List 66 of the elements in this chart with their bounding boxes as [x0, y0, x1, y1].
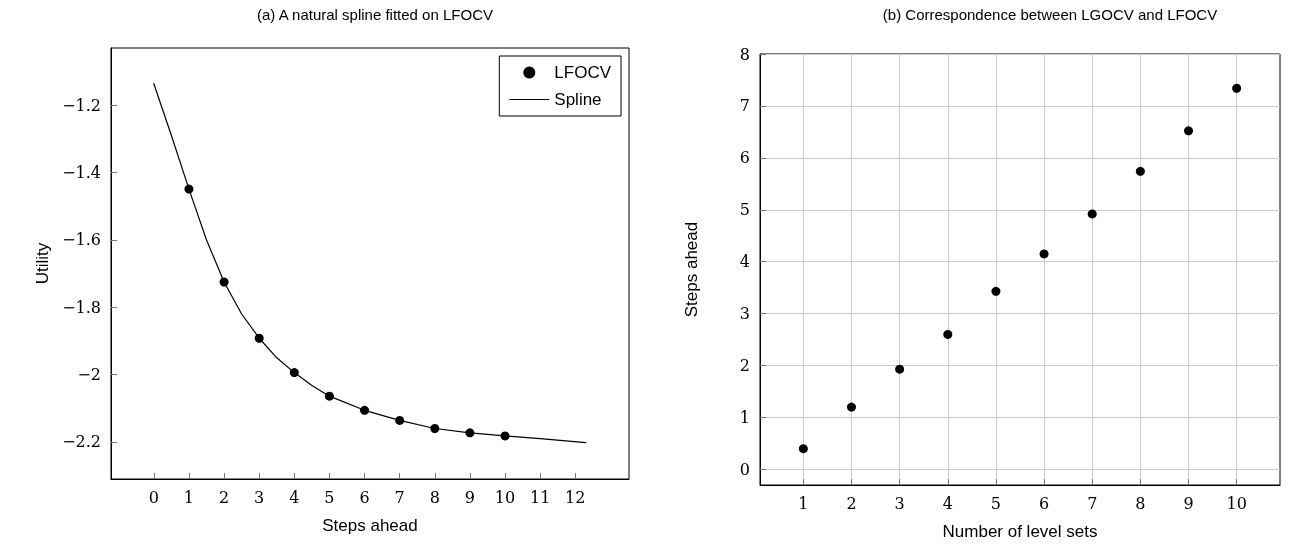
y-tick-label: −2.2 — [62, 432, 101, 452]
x-tick-label: 1 — [183, 487, 195, 507]
x-tick-label: 6 — [1038, 493, 1050, 513]
y-tick-label: 2 — [739, 356, 750, 376]
point — [254, 333, 264, 343]
point — [1135, 166, 1145, 176]
point — [219, 277, 229, 287]
point — [798, 444, 808, 454]
legend-label: LFOCV — [554, 63, 612, 82]
point — [360, 405, 370, 415]
x-tick-label: 10 — [1226, 493, 1247, 513]
x-tick-label: 10 — [494, 487, 516, 507]
x-axis-title: Number of level sets — [942, 522, 1098, 541]
x-tick-label: 4 — [289, 487, 300, 507]
x-tick-label: 9 — [1183, 493, 1194, 513]
point — [465, 428, 475, 438]
y-tick-label: 5 — [739, 200, 750, 220]
y-tick-label: 6 — [739, 148, 750, 168]
y-tick-label: 0 — [739, 459, 750, 479]
y-axis-title: Utility — [33, 242, 52, 285]
x-tick-label: 9 — [464, 487, 476, 507]
x-tick-label: 11 — [529, 487, 551, 507]
point — [1184, 126, 1194, 136]
x-tick-label: 3 — [254, 487, 265, 507]
point — [846, 402, 856, 412]
point — [184, 184, 194, 194]
y-tick-label: −1.4 — [62, 163, 101, 183]
y-tick-label: −1.6 — [62, 230, 101, 250]
x-tick-label: 8 — [1135, 493, 1146, 513]
y-tick-label: 7 — [739, 96, 750, 116]
x-tick-label: 0 — [148, 487, 159, 507]
x-tick-label: 7 — [394, 487, 405, 507]
x-tick-label: 2 — [846, 493, 857, 513]
y-tick-label: −2 — [77, 365, 101, 385]
y-tick-label: 3 — [739, 304, 750, 324]
point — [500, 431, 510, 441]
point — [1087, 209, 1097, 219]
y-tick-label: −1.8 — [62, 297, 101, 317]
x-tick-label: 4 — [942, 493, 953, 513]
x-axis-title: Steps ahead — [322, 516, 418, 535]
point — [395, 415, 405, 425]
x-tick-label: 5 — [990, 493, 1002, 513]
point — [1039, 249, 1049, 259]
point — [289, 368, 299, 378]
y-tick-label: 1 — [739, 407, 750, 427]
x-tick-label: 3 — [894, 493, 905, 513]
x-tick-label: 7 — [1087, 493, 1098, 513]
point — [991, 286, 1001, 296]
point — [1232, 83, 1242, 93]
chart-title: (b) Correspondence between LGOCV and LFOCV — [882, 6, 1218, 23]
x-tick-label: 5 — [324, 487, 335, 507]
y-tick-label: 8 — [739, 44, 750, 64]
y-tick-label: −1.2 — [62, 95, 101, 115]
chart-title: (a) A natural spline fitted on LFOCV — [257, 6, 493, 23]
point — [430, 423, 440, 433]
x-tick-label: 12 — [565, 487, 586, 507]
x-tick-label: 8 — [429, 487, 440, 507]
point — [324, 391, 334, 401]
y-axis-title: Steps ahead — [682, 221, 701, 318]
y-tick-label: 4 — [739, 252, 750, 272]
x-tick-label: 1 — [798, 493, 809, 513]
x-tick-label: 6 — [359, 487, 370, 507]
x-tick-label: 2 — [218, 487, 230, 507]
point — [895, 364, 905, 374]
point — [943, 329, 953, 339]
legend-label: Spline — [554, 90, 602, 109]
